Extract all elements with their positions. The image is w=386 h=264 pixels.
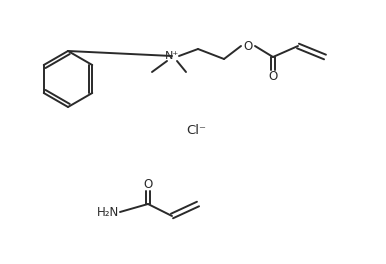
- Text: O: O: [244, 40, 252, 53]
- Text: H₂N: H₂N: [97, 205, 119, 219]
- Text: Cl⁻: Cl⁻: [186, 124, 206, 136]
- Text: N⁺: N⁺: [165, 51, 179, 61]
- Text: O: O: [143, 178, 152, 191]
- Text: O: O: [268, 69, 278, 82]
